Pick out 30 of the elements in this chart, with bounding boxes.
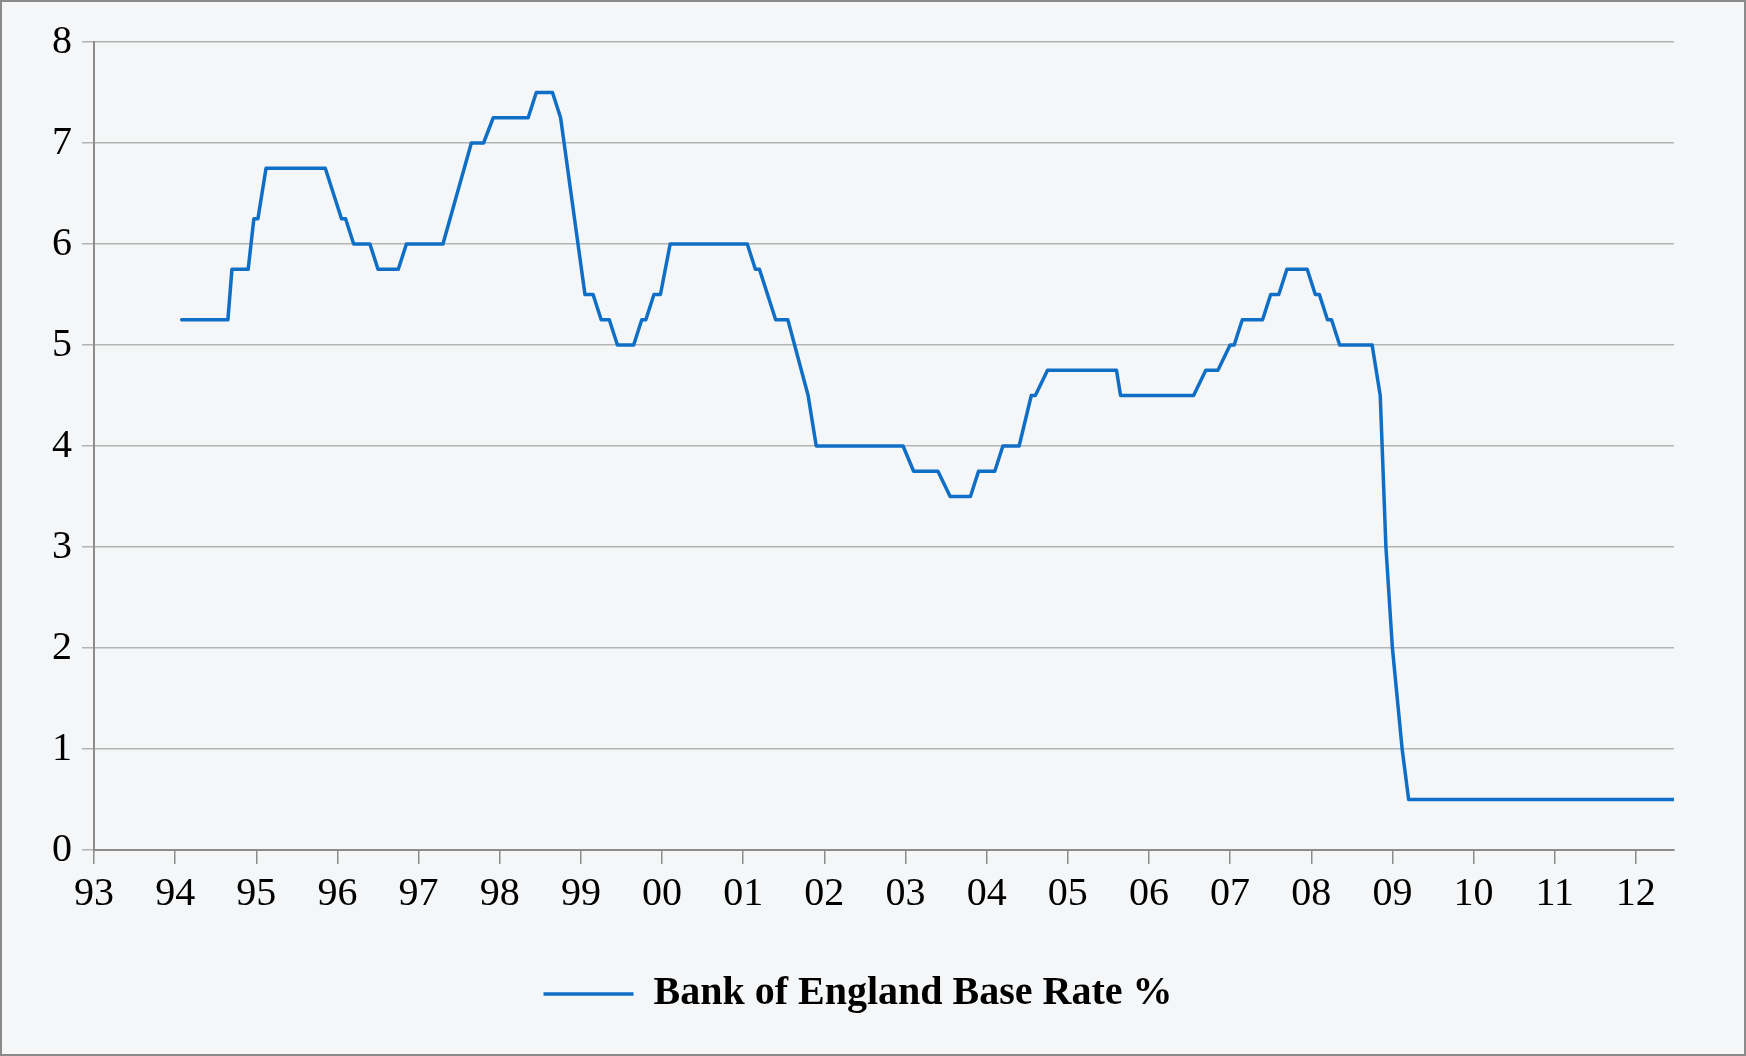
x-tick-label: 00 (642, 868, 683, 914)
y-tick-label: 2 (52, 622, 72, 668)
y-tick-label: 0 (52, 824, 72, 870)
y-tick-label: 1 (52, 723, 72, 769)
x-tick-label: 03 (885, 868, 926, 914)
legend-label: Bank of England Base Rate % (653, 968, 1173, 1014)
y-tick-label: 5 (52, 319, 72, 365)
x-tick-label: 11 (1535, 868, 1574, 914)
x-tick-label: 97 (398, 868, 439, 914)
x-tick-label: 06 (1128, 868, 1169, 914)
x-tick-label: 95 (236, 868, 277, 914)
x-tick-label: 94 (155, 868, 196, 914)
y-tick-label: 4 (52, 420, 72, 466)
x-tick-label: 99 (560, 868, 601, 914)
x-tick-label: 01 (723, 868, 764, 914)
x-tick-label: 12 (1615, 868, 1656, 914)
x-tick-label: 10 (1453, 868, 1494, 914)
x-tick-label: 98 (479, 868, 520, 914)
y-tick-label: 3 (52, 521, 72, 567)
x-tick-label: 04 (966, 868, 1007, 914)
x-tick-label: 05 (1047, 868, 1088, 914)
y-tick-label: 8 (52, 16, 72, 62)
x-tick-label: 07 (1210, 868, 1251, 914)
x-tick-label: 96 (317, 868, 358, 914)
x-tick-label: 02 (804, 868, 845, 914)
y-tick-label: 6 (52, 218, 72, 264)
x-tick-label: 93 (74, 868, 114, 914)
y-tick-label: 7 (52, 117, 72, 163)
x-tick-label: 09 (1372, 868, 1413, 914)
x-tick-label: 08 (1291, 868, 1332, 914)
